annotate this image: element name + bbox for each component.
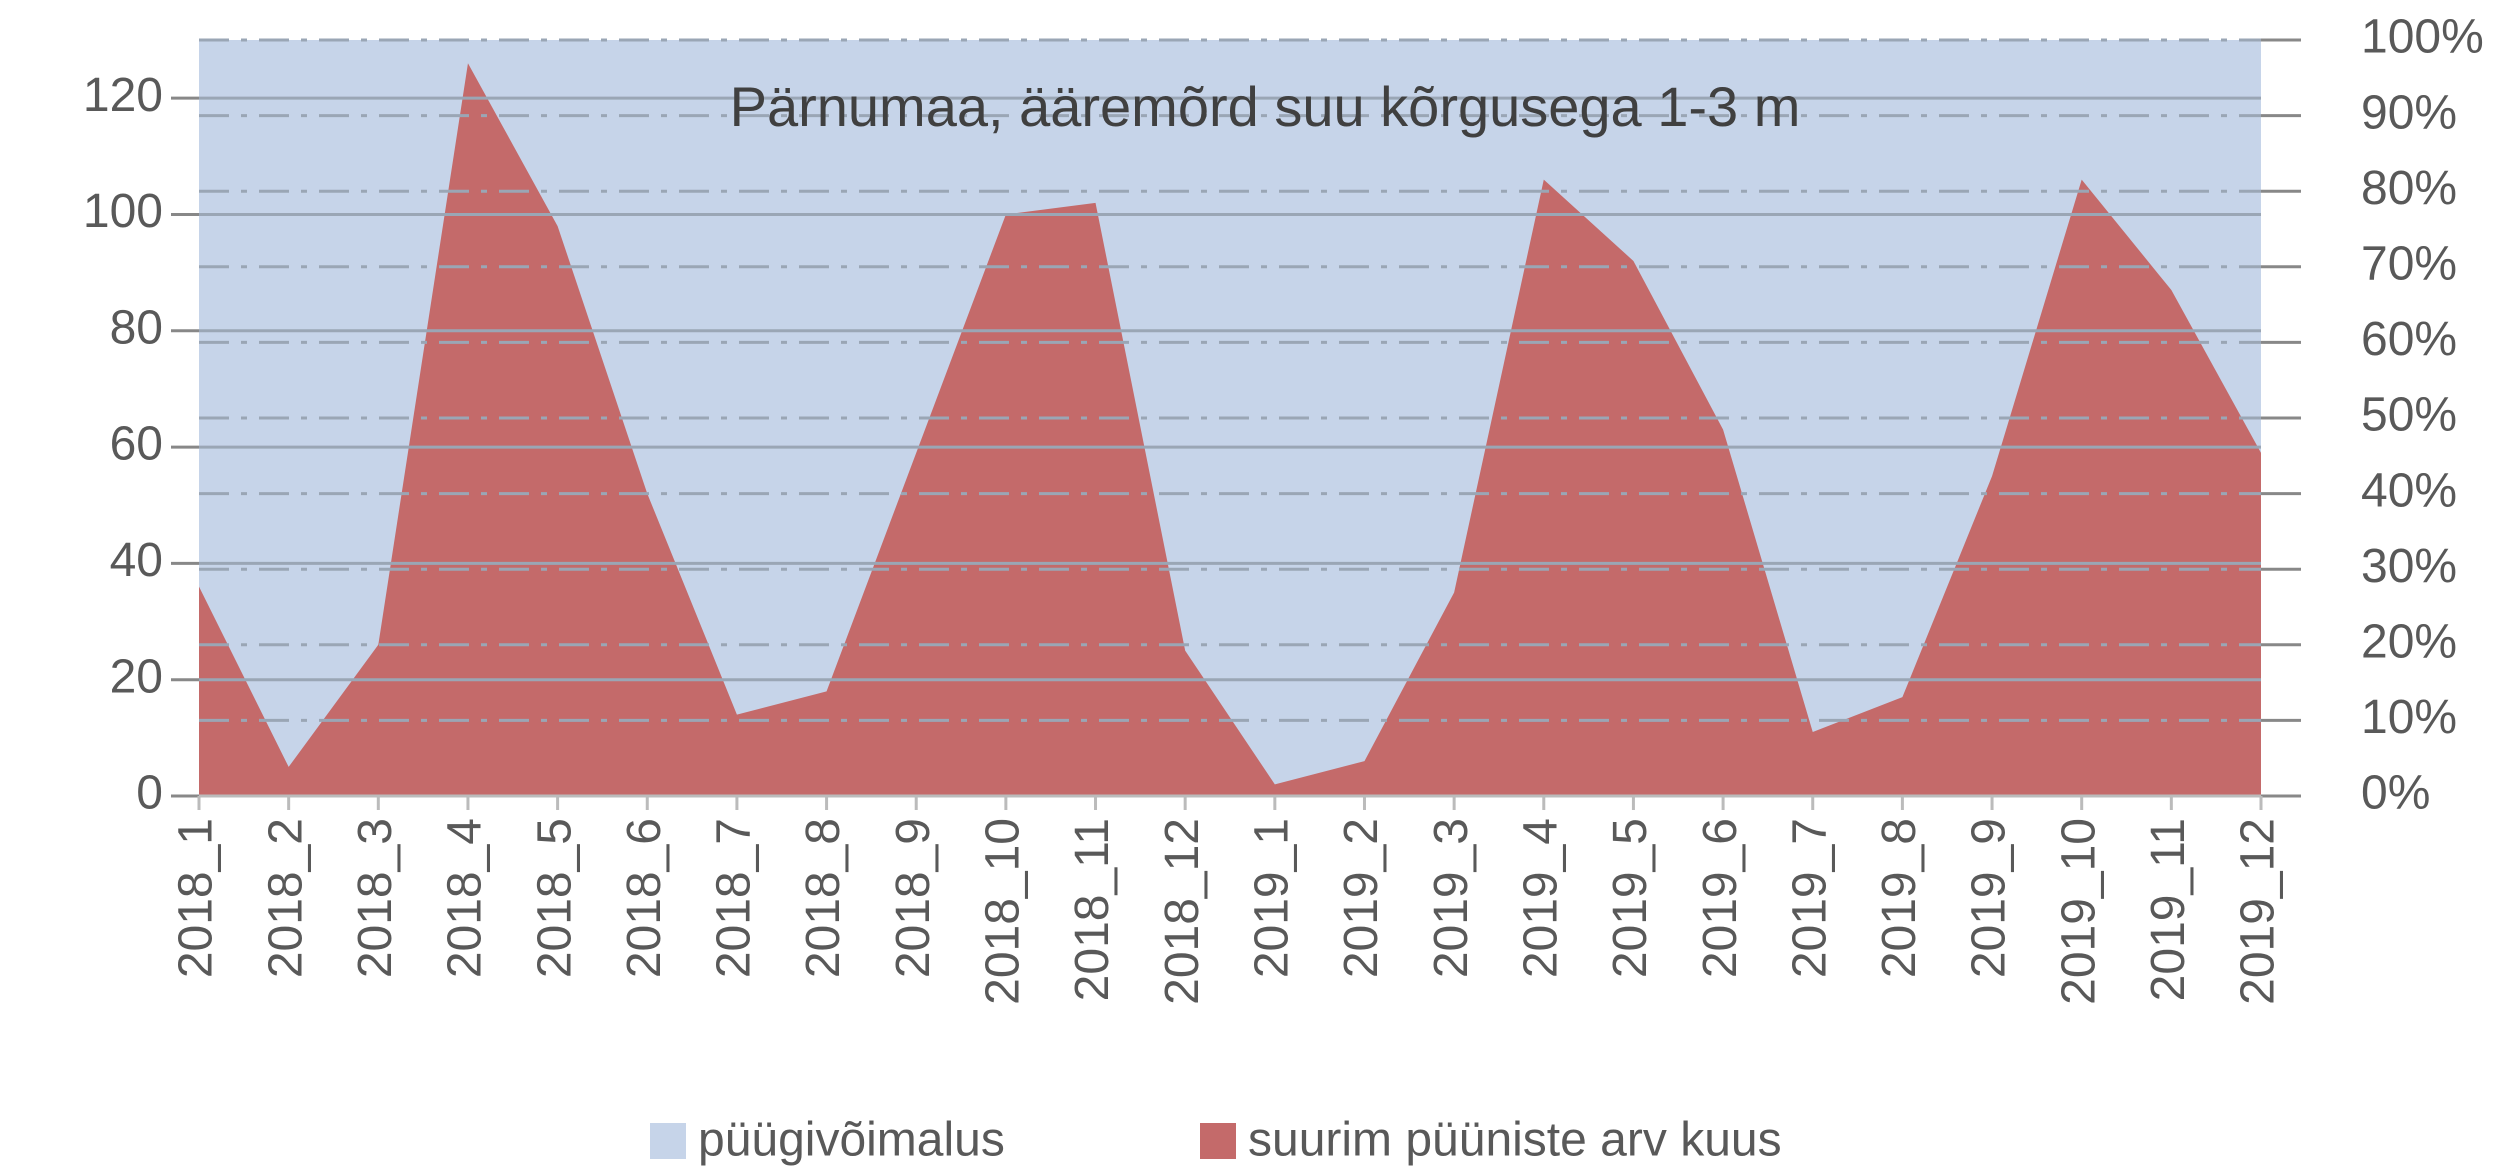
x-tick-label: 2019_8: [1873, 818, 1926, 978]
y2-tick-label: 80%: [2361, 162, 2457, 215]
x-tick-label: 2019_2: [1335, 818, 1388, 978]
area: [199, 63, 2261, 797]
y2-tick-label: 60%: [2361, 313, 2457, 366]
x-tick-label: 2019_5: [1604, 818, 1657, 978]
y-tick-label: 80: [110, 301, 163, 354]
x-tick-label: 2018_7: [708, 818, 761, 978]
x-tick-label: 2019_1: [1245, 818, 1298, 978]
x-tick-label: 2018_12: [1156, 818, 1209, 1005]
y2-tick-label: 50%: [2361, 389, 2457, 442]
x-tick-label: 2018_6: [618, 818, 671, 978]
x-tick-label: 2019_10: [2052, 818, 2105, 1005]
y2-tick-label: 70%: [2361, 237, 2457, 290]
x-tick-label: 2018_8: [797, 818, 850, 978]
y-tick-label: 20: [110, 650, 163, 703]
x-tick-label: 2018_10: [977, 818, 1030, 1005]
x-tick-label: 2018_11: [1066, 818, 1119, 1001]
y2-tick-label: 100%: [2361, 11, 2484, 64]
x-tick-label: 2018_1: [170, 818, 223, 978]
y2-tick-label: 10%: [2361, 691, 2457, 744]
legend-label: suurim püüniste arv kuus: [1248, 1114, 1782, 1167]
y2-tick-label: 40%: [2361, 464, 2457, 517]
chart-title: Pärnumaa, ääremõrd suu kõrgusega 1-3 m: [730, 75, 1801, 138]
y-tick-label: 60: [110, 418, 163, 471]
legend-label: püügivõimalus: [698, 1114, 1005, 1167]
x-tick-label: 2019_6: [1694, 818, 1747, 978]
y-tick-label: 120: [83, 69, 163, 122]
x-tick-label: 2019_12: [2232, 818, 2285, 1005]
grid: [199, 38, 2261, 722]
y-tick-label: 40: [110, 534, 163, 587]
legend-swatch: [1200, 1123, 1236, 1159]
x-tick-label: 2019_3: [1425, 818, 1478, 978]
y-tick-label: 100: [83, 185, 163, 238]
y2-tick-label: 30%: [2361, 540, 2457, 593]
x-tick-label: 2018_2: [259, 818, 312, 978]
x-tick-label: 2019_7: [1783, 818, 1836, 978]
y2-tick-label: 20%: [2361, 615, 2457, 668]
x-tick-label: 2019_9: [1963, 818, 2016, 978]
x-tick-label: 2018_4: [439, 818, 492, 978]
x-tick-label: 2019_11: [2142, 818, 2195, 1001]
y-tick-label: 0: [136, 767, 163, 820]
x-tick-label: 2018_5: [528, 818, 581, 978]
y2-tick-label: 0%: [2361, 767, 2430, 820]
y2-tick-label: 90%: [2361, 86, 2457, 139]
legend-swatch: [650, 1123, 686, 1159]
x-tick-label: 2019_4: [1514, 818, 1567, 978]
x-tick-label: 2018_9: [887, 818, 940, 978]
x-tick-label: 2018_3: [349, 818, 402, 978]
